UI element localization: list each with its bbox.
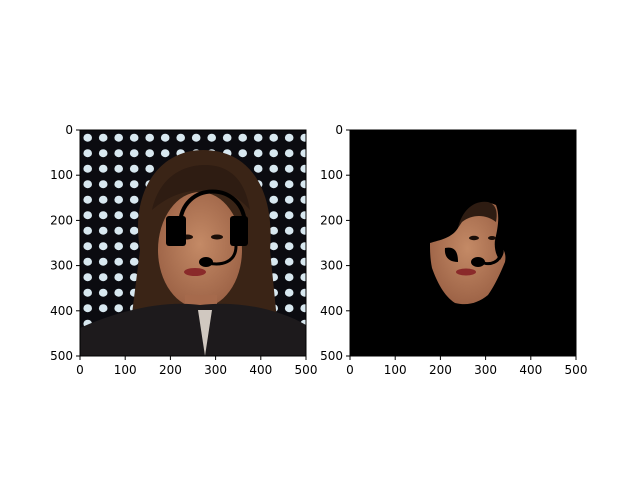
left-x-tick-label: 300 bbox=[204, 363, 227, 377]
masked-bangs-shape bbox=[458, 201, 497, 228]
jacket-shape bbox=[80, 303, 306, 356]
mask-cutout-left-shape bbox=[444, 247, 458, 262]
masked-face-shape bbox=[430, 202, 506, 305]
left-y-tick-label: 200 bbox=[50, 213, 73, 227]
masked-lips-shape bbox=[456, 268, 476, 276]
left-y-tick-label: 100 bbox=[50, 168, 73, 182]
right-x-tick-label: 300 bbox=[474, 363, 497, 377]
left-x-tick-label: 0 bbox=[76, 363, 84, 377]
left-image-portrait bbox=[80, 130, 306, 356]
headset-left-earcup-shape bbox=[166, 216, 186, 246]
masked-mic-shape bbox=[471, 257, 485, 267]
right-y-tick-label: 100 bbox=[320, 168, 343, 182]
right-y-tick-label: 500 bbox=[320, 349, 343, 363]
mask-cutout-right-shape bbox=[494, 240, 504, 260]
right-x-tick-label: 100 bbox=[384, 363, 407, 377]
right-y-tick-label: 300 bbox=[320, 259, 343, 273]
left-x-tick-label: 400 bbox=[249, 363, 272, 377]
right-y-tick-label: 400 bbox=[320, 304, 343, 318]
headset-band-shape bbox=[178, 189, 247, 227]
right-eye-shape bbox=[211, 234, 223, 240]
lips-shape bbox=[184, 268, 206, 276]
right-x-tick-label: 400 bbox=[519, 363, 542, 377]
face-shape bbox=[158, 192, 242, 308]
right-x-tick-label: 0 bbox=[346, 363, 354, 377]
left-x-tick-label: 500 bbox=[295, 363, 318, 377]
bangs-shape bbox=[152, 165, 250, 210]
left-x-tick-label: 200 bbox=[159, 363, 182, 377]
headset-right-earcup-shape bbox=[230, 216, 248, 246]
left-axes-frame bbox=[79, 129, 307, 357]
right-x-tick-label: 200 bbox=[429, 363, 452, 377]
right-y-tick-label: 200 bbox=[320, 213, 343, 227]
masked-boom-shape bbox=[483, 253, 502, 266]
right-image-masked-face bbox=[350, 130, 576, 356]
left-y-tick-label: 500 bbox=[50, 349, 73, 363]
headset-mic-shape bbox=[199, 257, 213, 267]
right-y-tick-label: 0 bbox=[335, 123, 343, 137]
left-y-tick-label: 300 bbox=[50, 259, 73, 273]
masked-left-eye-shape bbox=[469, 235, 479, 241]
right-axes-frame bbox=[349, 129, 577, 357]
zipper-shape bbox=[198, 310, 212, 356]
masked-right-eye-shape bbox=[488, 236, 496, 240]
left-y-tick-label: 400 bbox=[50, 304, 73, 318]
left-x-tick-label: 100 bbox=[114, 363, 137, 377]
right-x-tick-label: 500 bbox=[565, 363, 588, 377]
left-y-tick-label: 0 bbox=[65, 123, 73, 137]
